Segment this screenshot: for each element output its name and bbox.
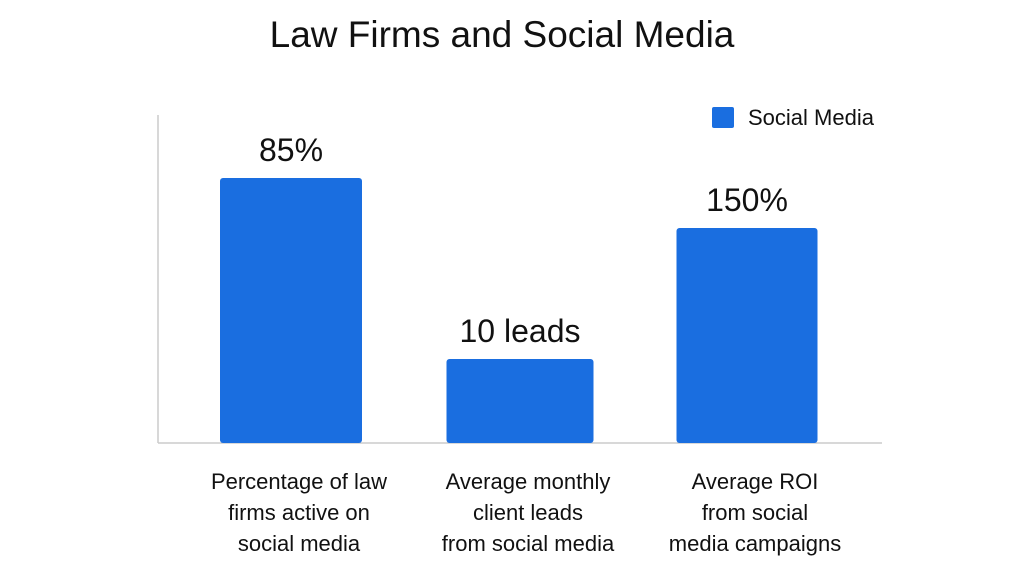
x-tick-label-line: social media	[237, 531, 361, 556]
x-tick-label-line: from social media	[441, 531, 615, 556]
x-tick-label-line: firms active on	[228, 500, 370, 525]
x-tick-label-3: Average ROI from social media campaigns	[640, 466, 870, 559]
x-tick-label-2: Average monthly client leads from social m…	[413, 466, 643, 559]
bar-1	[220, 178, 362, 443]
legend-label: Social Media	[748, 105, 875, 130]
bar-2	[446, 359, 594, 443]
x-tick-label-line: Average ROI	[691, 469, 819, 494]
x-tick-label-1: Percentage of law firms active on social m…	[184, 466, 414, 559]
x-tick-label-line: from social	[701, 500, 809, 525]
legend-swatch	[712, 107, 734, 128]
x-tick-label-line: media campaigns	[668, 531, 842, 556]
data-label-3: 150%	[706, 182, 788, 218]
data-label-1: 85%	[259, 132, 323, 168]
x-tick-label-line: client leads	[472, 500, 584, 525]
bar-3	[676, 228, 818, 443]
x-tick-label-line: Percentage of law	[210, 469, 388, 494]
x-tick-label-line: Average monthly	[445, 469, 611, 494]
data-label-2: 10 leads	[460, 313, 581, 349]
chart-title: Law Firms and Social Media	[269, 14, 735, 55]
